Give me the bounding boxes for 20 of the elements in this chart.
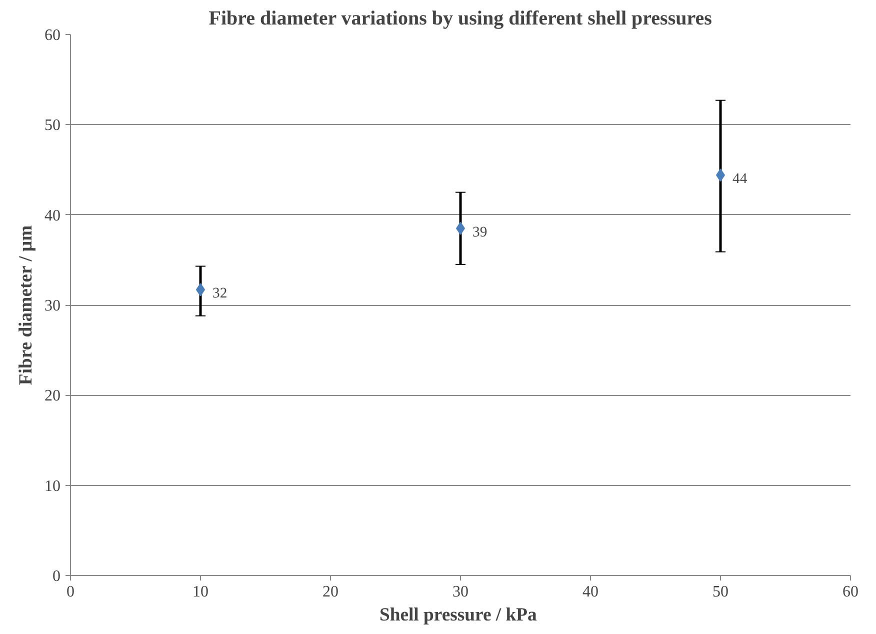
x-tick-label: 50 (712, 584, 728, 600)
y-axis-title: Fibre diameter / µm (16, 224, 36, 386)
x-tick-label: 0 (66, 584, 74, 600)
x-tick-label: 20 (322, 584, 338, 600)
y-tick-label: 50 (44, 117, 60, 134)
data-label: 32 (212, 286, 228, 302)
y-tick-label: 40 (44, 207, 60, 224)
x-tick-label: 30 (452, 584, 468, 600)
x-axis-title: Shell pressure / kPa (379, 604, 538, 626)
x-tick-label: 40 (582, 584, 598, 600)
data-label: 39 (472, 224, 488, 240)
x-tick-label: 60 (842, 584, 858, 600)
data-label: 44 (732, 171, 748, 188)
y-tick-label: 0 (52, 568, 60, 585)
x-tick-label: 10 (192, 584, 208, 600)
y-tick-label: 60 (44, 27, 60, 44)
y-tick-label: 30 (44, 298, 60, 314)
y-tick-label: 10 (44, 478, 60, 495)
chart-title: Fibre diameter variations by using different shell pressures (208, 8, 712, 30)
y-tick-label: 20 (44, 388, 60, 405)
